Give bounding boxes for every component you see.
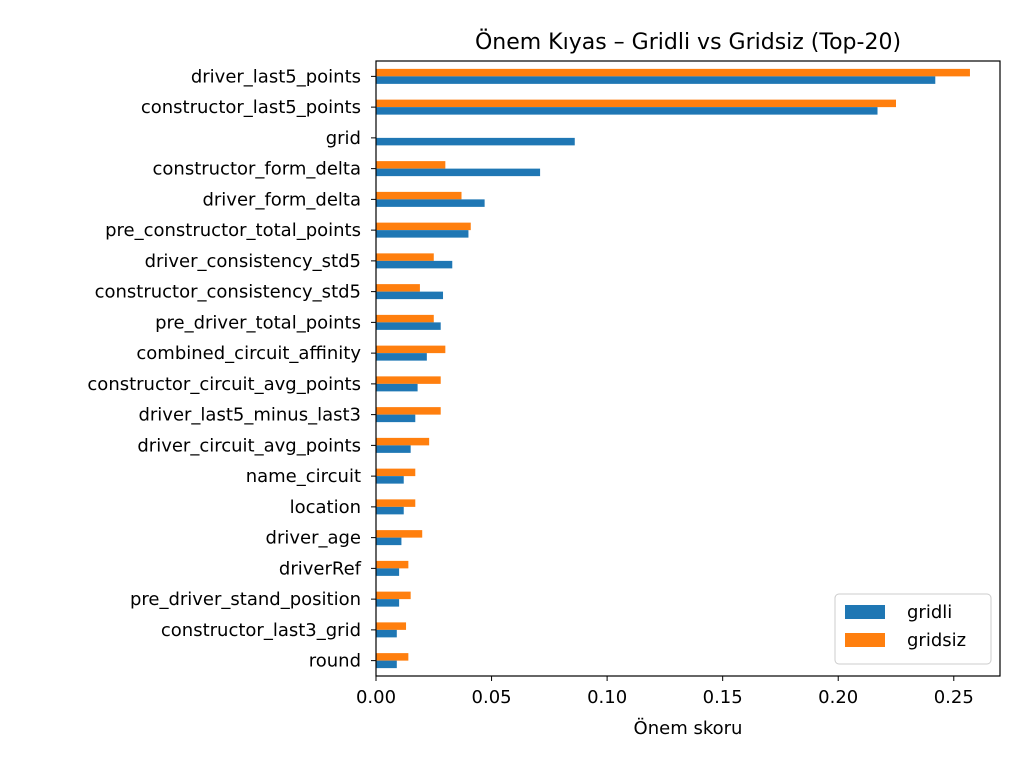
bar-gridsiz-constructor_form_delta	[376, 161, 446, 169]
y-tick-label-constructor_consistency_std5: constructor_consistency_std5	[95, 282, 361, 303]
y-tick-label-round: round	[309, 651, 361, 672]
y-tick-label-pre_constructor_total_points: pre_constructor_total_points	[105, 220, 361, 241]
plot-frame	[375, 60, 1001, 677]
bar-gridsiz-constructor_consistency_std5	[376, 284, 420, 292]
y-tick-label-constructor_last5_points: constructor_last5_points	[141, 97, 361, 118]
legend-label-gridsiz: gridsiz	[907, 630, 966, 651]
y-tick-label-constructor_form_delta: constructor_form_delta	[153, 159, 362, 180]
y-tick-label-combined_circuit_affinity: combined_circuit_affinity	[136, 343, 361, 364]
legend-swatch-gridli	[845, 605, 885, 619]
bar-gridli-constructor_circuit_avg_points	[376, 383, 418, 392]
bar-gridli-grid	[376, 137, 575, 146]
bar-gridli-pre_constructor_total_points	[376, 230, 469, 238]
bar-gridli-name_circuit	[376, 476, 404, 484]
y-tick-label-driver_last5_minus_last3: driver_last5_minus_last3	[138, 405, 361, 426]
bar-gridli-constructor_consistency_std5	[376, 291, 444, 300]
bar-gridli-driver_age	[376, 537, 402, 546]
bar-gridsiz-constructor_circuit_avg_points	[376, 376, 441, 384]
bar-gridli-round	[376, 660, 397, 669]
x-tick-label-0.00: 0.00	[356, 687, 396, 708]
x-axis-label: Önem skoru	[634, 717, 743, 739]
bar-gridli-constructor_last5_points	[376, 107, 878, 115]
y-tick-label-driverRef: driverRef	[279, 558, 362, 579]
bar-gridsiz-constructor_last3_grid	[376, 622, 407, 630]
bar-gridsiz-driver_consistency_std5	[376, 253, 434, 261]
y-tick-label-driver_consistency_std5: driver_consistency_std5	[145, 251, 361, 272]
x-axis: 0.00 0.05 0.10 0.15 0.20 0.25	[356, 676, 974, 708]
bar-gridsiz-driverRef	[376, 560, 409, 569]
y-tick-label-driver_circuit_avg_points: driver_circuit_avg_points	[137, 435, 361, 456]
y-tick-label-name_circuit: name_circuit	[246, 466, 361, 487]
y-tick-label-constructor_circuit_avg_points: constructor_circuit_avg_points	[87, 374, 361, 395]
chart-title: Önem Kıyas – Gridli vs Gridsiz (Top-20)	[475, 29, 901, 55]
legend: gridli gridsiz	[834, 593, 992, 665]
legend-label-gridli: gridli	[907, 602, 952, 623]
y-tick-label-constructor_last3_grid: constructor_last3_grid	[161, 620, 361, 641]
bar-gridsiz-location	[376, 499, 416, 507]
bar-gridsiz-combined_circuit_affinity	[376, 345, 446, 354]
bar-gridsiz-name_circuit	[376, 468, 416, 477]
y-tick-label-driver_last5_points: driver_last5_points	[191, 66, 361, 87]
bar-gridsiz-driver_form_delta	[376, 191, 462, 200]
bar-gridsiz-driver_circuit_avg_points	[376, 437, 430, 446]
x-tick-label-0.15: 0.15	[703, 687, 743, 708]
bar-gridsiz-pre_driver_total_points	[376, 314, 434, 323]
bar-gridli-driver_circuit_avg_points	[376, 445, 411, 453]
bars-layer	[376, 68, 970, 669]
bar-gridsiz-round	[376, 653, 409, 661]
bar-gridli-driverRef	[376, 568, 400, 576]
bar-gridsiz-pre_driver_stand_position	[376, 591, 411, 600]
bar-gridli-location	[376, 506, 404, 515]
bar-gridli-constructor_form_delta	[376, 168, 541, 177]
bar-gridli-driver_last5_minus_last3	[376, 414, 416, 423]
bar-gridsiz-pre_constructor_total_points	[376, 222, 471, 231]
bar-gridli-driver_consistency_std5	[376, 260, 453, 269]
bar-gridli-driver_last5_points	[376, 76, 936, 84]
legend-swatch-gridsiz	[845, 633, 885, 647]
x-tick-label-0.20: 0.20	[818, 687, 858, 708]
x-tick-label-0.10: 0.10	[587, 687, 627, 708]
bar-gridli-driver_form_delta	[376, 199, 485, 207]
y-tick-label-driver_age: driver_age	[266, 528, 361, 549]
y-tick-label-pre_driver_total_points: pre_driver_total_points	[155, 312, 361, 333]
bar-gridli-combined_circuit_affinity	[376, 353, 427, 361]
bar-gridli-pre_driver_stand_position	[376, 599, 400, 607]
bar-gridsiz-driver_age	[376, 530, 423, 538]
y-tick-label-driver_form_delta: driver_form_delta	[202, 189, 361, 210]
x-tick-label-0.25: 0.25	[934, 687, 974, 708]
y-tick-label-location: location	[290, 497, 361, 518]
bar-gridli-constructor_last3_grid	[376, 629, 397, 638]
bar-gridsiz-constructor_last5_points	[376, 99, 896, 108]
y-tick-label-pre_driver_stand_position: pre_driver_stand_position	[130, 589, 361, 610]
bar-gridli-pre_driver_total_points	[376, 322, 441, 330]
y-tick-label-grid: grid	[326, 128, 361, 149]
bar-gridsiz-driver_last5_points	[376, 68, 970, 77]
y-axis: driver_last5_points constructor_last5_poi…	[87, 66, 376, 672]
x-tick-label-0.05: 0.05	[472, 687, 512, 708]
bar-gridsiz-driver_last5_minus_last3	[376, 407, 441, 415]
